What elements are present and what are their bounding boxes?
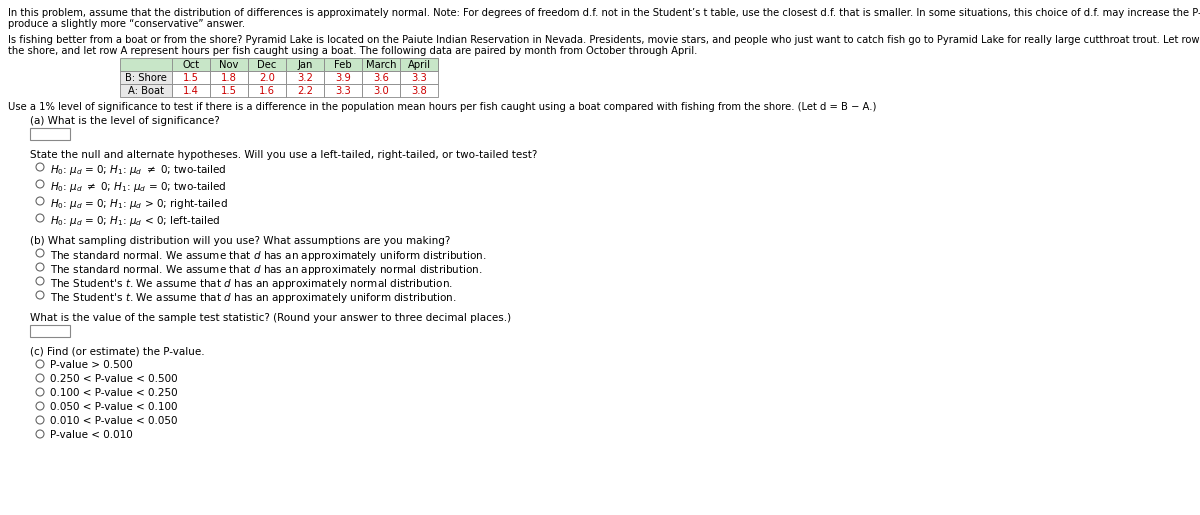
Circle shape bbox=[36, 291, 44, 299]
Bar bbox=[248, 84, 286, 97]
Circle shape bbox=[36, 416, 44, 424]
Bar bbox=[362, 58, 400, 71]
Text: $H_0$: $\mu_d$ = 0; $H_1$: $\mu_d$ $\neq$ 0; two-tailed: $H_0$: $\mu_d$ = 0; $H_1$: $\mu_d$ $\neq… bbox=[50, 163, 227, 177]
Text: 3.3: 3.3 bbox=[335, 86, 350, 96]
Text: The Student's $t$. We assume that $d$ has an approximately normal distribution.: The Student's $t$. We assume that $d$ ha… bbox=[50, 277, 452, 291]
Text: P-value < 0.010: P-value < 0.010 bbox=[50, 430, 133, 440]
Circle shape bbox=[36, 163, 44, 171]
Circle shape bbox=[36, 388, 44, 396]
Text: $H_0$: $\mu_d$ = 0; $H_1$: $\mu_d$ > 0; right-tailed: $H_0$: $\mu_d$ = 0; $H_1$: $\mu_d$ > 0; … bbox=[50, 197, 228, 211]
Text: The Student's $t$. We assume that $d$ has an approximately uniform distribution.: The Student's $t$. We assume that $d$ ha… bbox=[50, 291, 457, 305]
Text: Dec: Dec bbox=[257, 60, 277, 70]
Text: Oct: Oct bbox=[182, 60, 199, 70]
Text: In this problem, assume that the distribution of differences is approximately no: In this problem, assume that the distrib… bbox=[8, 8, 1200, 18]
Circle shape bbox=[36, 249, 44, 257]
Bar bbox=[324, 84, 362, 97]
Text: 1.4: 1.4 bbox=[184, 86, 199, 96]
Bar bbox=[172, 84, 210, 97]
Bar bbox=[400, 71, 438, 84]
Text: 1.8: 1.8 bbox=[221, 73, 236, 83]
Bar bbox=[30, 128, 70, 140]
Circle shape bbox=[36, 402, 44, 410]
Text: The standard normal. We assume that $d$ has an approximately uniform distributio: The standard normal. We assume that $d$ … bbox=[50, 249, 486, 263]
Text: What is the value of the sample test statistic? (Round your answer to three deci: What is the value of the sample test sta… bbox=[30, 313, 511, 323]
Bar bbox=[248, 71, 286, 84]
Text: $H_0$: $\mu_d$ $\neq$ 0; $H_1$: $\mu_d$ = 0; two-tailed: $H_0$: $\mu_d$ $\neq$ 0; $H_1$: $\mu_d$ … bbox=[50, 180, 227, 194]
Text: P-value > 0.500: P-value > 0.500 bbox=[50, 360, 133, 370]
Text: Use a 1% level of significance to test if there is a difference in the populatio: Use a 1% level of significance to test i… bbox=[8, 102, 876, 112]
Text: (a) What is the level of significance?: (a) What is the level of significance? bbox=[30, 116, 220, 126]
Text: 0.250 < P-value < 0.500: 0.250 < P-value < 0.500 bbox=[50, 374, 178, 384]
Text: 3.0: 3.0 bbox=[373, 86, 389, 96]
Text: Is fishing better from a boat or from the shore? Pyramid Lake is located on the : Is fishing better from a boat or from th… bbox=[8, 35, 1200, 45]
Text: (c) Find (or estimate) the P-value.: (c) Find (or estimate) the P-value. bbox=[30, 347, 205, 357]
Text: The standard normal. We assume that $d$ has an approximately normal distribution: The standard normal. We assume that $d$ … bbox=[50, 263, 482, 277]
Text: 2.0: 2.0 bbox=[259, 73, 275, 83]
Bar bbox=[120, 58, 438, 71]
Circle shape bbox=[36, 277, 44, 285]
Circle shape bbox=[36, 430, 44, 438]
Bar bbox=[400, 58, 438, 71]
Bar bbox=[30, 325, 70, 337]
Text: 3.6: 3.6 bbox=[373, 73, 389, 83]
Bar bbox=[172, 58, 210, 71]
Text: 2.2: 2.2 bbox=[298, 86, 313, 96]
Text: 1.6: 1.6 bbox=[259, 86, 275, 96]
Text: March: March bbox=[366, 60, 396, 70]
Bar bbox=[400, 84, 438, 97]
Bar bbox=[324, 58, 362, 71]
Text: B: Shore: B: Shore bbox=[125, 73, 167, 83]
Text: 1.5: 1.5 bbox=[221, 86, 238, 96]
Text: 3.9: 3.9 bbox=[335, 73, 350, 83]
Bar bbox=[286, 71, 324, 84]
Text: 1.5: 1.5 bbox=[182, 73, 199, 83]
Bar bbox=[210, 84, 248, 97]
Text: Nov: Nov bbox=[220, 60, 239, 70]
Circle shape bbox=[36, 360, 44, 368]
Bar bbox=[120, 84, 172, 97]
Text: April: April bbox=[408, 60, 431, 70]
Text: State the null and alternate hypotheses. Will you use a left-tailed, right-taile: State the null and alternate hypotheses.… bbox=[30, 150, 538, 160]
Text: the shore, and let row A represent hours per fish caught using a boat. The follo: the shore, and let row A represent hours… bbox=[8, 46, 697, 56]
Text: Jan: Jan bbox=[298, 60, 313, 70]
Bar bbox=[286, 58, 324, 71]
Text: $H_0$: $\mu_d$ = 0; $H_1$: $\mu_d$ < 0; left-tailed: $H_0$: $\mu_d$ = 0; $H_1$: $\mu_d$ < 0; … bbox=[50, 214, 221, 228]
Text: Feb: Feb bbox=[334, 60, 352, 70]
Text: 0.100 < P-value < 0.250: 0.100 < P-value < 0.250 bbox=[50, 388, 178, 398]
Bar bbox=[362, 84, 400, 97]
Text: 3.8: 3.8 bbox=[412, 86, 427, 96]
Bar bbox=[248, 58, 286, 71]
Bar bbox=[210, 71, 248, 84]
Text: 3.3: 3.3 bbox=[412, 73, 427, 83]
Bar bbox=[120, 71, 172, 84]
Text: 0.050 < P-value < 0.100: 0.050 < P-value < 0.100 bbox=[50, 402, 178, 412]
Text: A: Boat: A: Boat bbox=[128, 86, 164, 96]
Text: (b) What sampling distribution will you use? What assumptions are you making?: (b) What sampling distribution will you … bbox=[30, 236, 450, 246]
Bar bbox=[324, 71, 362, 84]
Circle shape bbox=[36, 197, 44, 205]
Bar bbox=[286, 84, 324, 97]
Circle shape bbox=[36, 263, 44, 271]
Circle shape bbox=[36, 214, 44, 222]
Circle shape bbox=[36, 374, 44, 382]
Text: produce a slightly more “conservative” answer.: produce a slightly more “conservative” a… bbox=[8, 19, 245, 29]
Bar bbox=[210, 58, 248, 71]
Text: 0.010 < P-value < 0.050: 0.010 < P-value < 0.050 bbox=[50, 416, 178, 426]
Bar bbox=[362, 71, 400, 84]
Circle shape bbox=[36, 180, 44, 188]
Bar bbox=[172, 71, 210, 84]
Text: 3.2: 3.2 bbox=[298, 73, 313, 83]
